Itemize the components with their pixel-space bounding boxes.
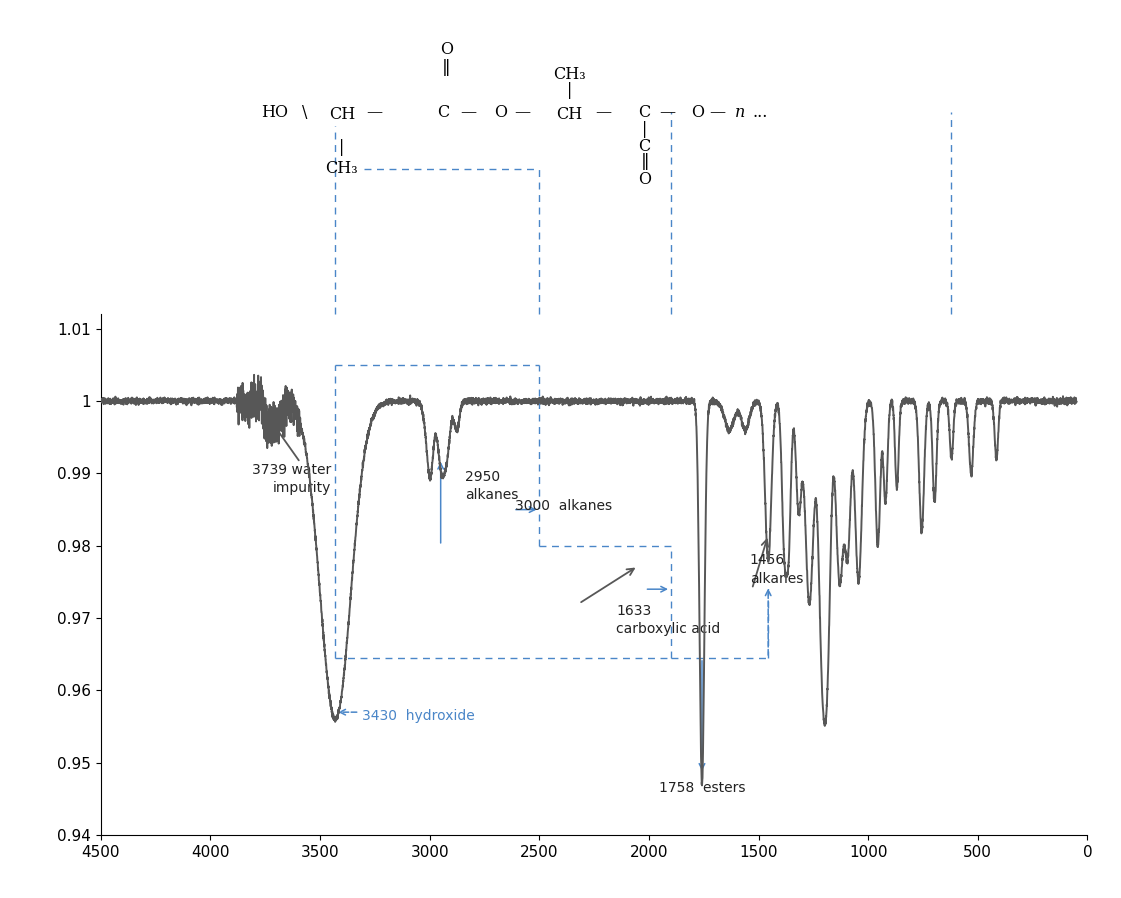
Text: |: | [567,83,572,99]
Text: —: — [515,104,530,120]
Text: CH₃: CH₃ [325,161,359,177]
Text: n: n [734,104,745,120]
Text: HO: HO [261,104,288,120]
Text: —: — [710,104,725,120]
Text: O: O [439,41,453,57]
Text: |: | [340,139,344,155]
Text: ...: ... [752,104,768,120]
Text: 2950
alkanes: 2950 alkanes [465,470,518,502]
Text: —: — [461,104,476,120]
Text: ‖: ‖ [442,59,451,75]
Text: C: C [437,104,448,120]
Text: C: C [639,138,650,154]
Text: CH₃: CH₃ [553,66,586,83]
Text: ‖: ‖ [640,154,649,170]
Text: C: C [639,104,650,120]
Text: 3430  hydroxide: 3430 hydroxide [362,709,474,723]
Text: O: O [494,104,508,120]
Text: |: | [642,121,647,137]
Text: CH: CH [556,107,583,123]
Text: —: — [367,104,382,120]
Text: —: — [595,104,611,120]
Text: 3000  alkanes: 3000 alkanes [516,499,612,513]
Text: —: — [659,104,675,120]
Text: O: O [638,172,651,188]
Text: 1456
alkanes: 1456 alkanes [750,553,803,585]
Text: 1758  esters: 1758 esters [659,781,745,795]
Text: \: \ [303,104,307,120]
Text: 3739 water
impurity: 3739 water impurity [252,462,331,495]
Text: 1633
carboxylic acid: 1633 carboxylic acid [617,603,721,636]
Text: CH: CH [328,107,355,123]
Text: O: O [691,104,704,120]
